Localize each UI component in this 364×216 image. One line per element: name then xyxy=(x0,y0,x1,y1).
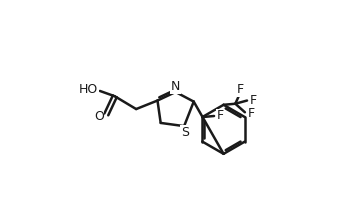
Text: N: N xyxy=(171,79,180,92)
Text: F: F xyxy=(217,110,224,122)
Text: F: F xyxy=(250,94,257,107)
Text: O: O xyxy=(94,110,104,124)
Text: S: S xyxy=(181,125,189,139)
Text: HO: HO xyxy=(79,83,98,96)
Text: F: F xyxy=(237,83,244,96)
Text: F: F xyxy=(248,108,255,121)
